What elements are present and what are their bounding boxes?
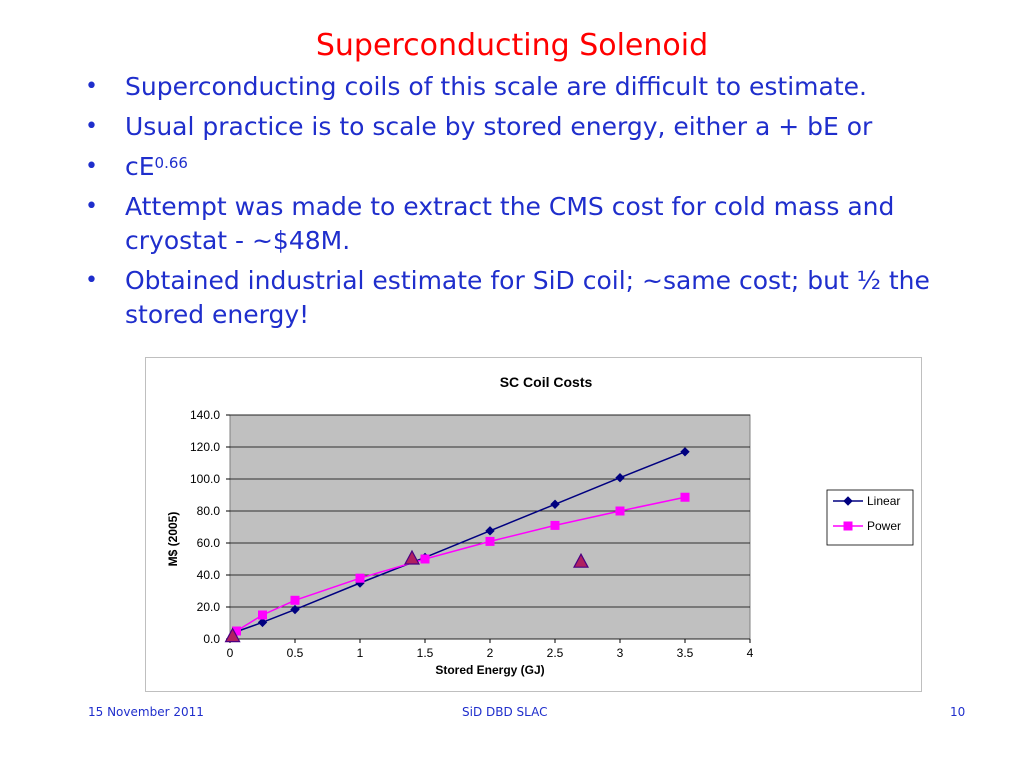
bullet-marker: • (85, 74, 98, 99)
x-tick-label: 3.5 (677, 646, 694, 660)
chart-container: 0.0 20.0 40.0 60.0 80.0 100.0 120.0 140.0 0 0.5 1 1… (145, 357, 922, 692)
data-point-power (290, 595, 300, 605)
bullet-text: Attempt was made to extract the CMS cost… (125, 192, 895, 255)
bullet-list: • Superconducting coils of this scale are… (85, 70, 965, 338)
legend-label: Power (867, 519, 901, 533)
y-tick-label: 100.0 (190, 472, 220, 486)
bullet-marker: • (85, 194, 98, 219)
bullet-marker: • (85, 268, 98, 293)
y-tick-label: 0.0 (203, 632, 220, 646)
y-tick-label: 120.0 (190, 440, 220, 454)
data-point-power (485, 536, 495, 546)
footer-date: 15 November 2011 (88, 705, 204, 719)
data-point-power (258, 610, 267, 620)
data-point-marker (224, 627, 241, 643)
bullet-item: • Obtained industrial estimate for SiD co… (85, 264, 965, 332)
x-tick-label: 0.5 (287, 646, 304, 660)
footer-page-number: 10 (950, 705, 966, 719)
data-point-marker (403, 549, 421, 565)
y-tick-label: 80.0 (197, 504, 221, 518)
y-tick-label: 140.0 (190, 408, 220, 422)
bullet-marker: • (85, 114, 98, 139)
x-axis-label: Stored Energy (GJ) (435, 663, 544, 677)
data-point-linear (290, 604, 300, 615)
bullet-superscript: 0.66 (154, 154, 188, 172)
x-tick-label: 1 (357, 646, 364, 660)
bullet-item: • Attempt was made to extract the CMS cos… (85, 190, 965, 258)
bullet-text: Superconducting coils of this scale are … (125, 72, 867, 101)
bullet-item: • Superconducting coils of this scale are… (85, 70, 965, 104)
bullet-text: cE (125, 152, 155, 181)
data-point-linear (485, 526, 495, 536)
chart-title: SC Coil Costs (500, 374, 593, 390)
x-tick-label: 3 (617, 646, 624, 660)
data-point-marker (572, 552, 590, 568)
bullet-marker: • (85, 154, 98, 179)
bullet-text: Obtained industrial estimate for SiD coi… (125, 266, 930, 329)
legend-marker (843, 496, 853, 506)
data-point-power (420, 554, 430, 564)
legend-label: Linear (867, 494, 900, 508)
footer-center: SiD DBD SLAC (462, 705, 548, 719)
x-tick-label: 2 (487, 646, 494, 660)
bullet-text: Usual practice is to scale by stored ene… (125, 112, 873, 141)
bullet-item: • cE0.66 (85, 150, 965, 184)
y-tick-label: 20.0 (197, 600, 221, 614)
sc-coil-costs-chart: 0.0 20.0 40.0 60.0 80.0 100.0 120.0 140.0 0 0.5 1 1… (166, 374, 914, 677)
y-tick-label: 40.0 (197, 568, 221, 582)
y-tick-label: 60.0 (197, 536, 221, 550)
x-tick-label: 1.5 (417, 646, 434, 660)
x-tick-label: 2.5 (547, 646, 564, 660)
x-tick-label: 4 (747, 646, 754, 660)
data-point-power (355, 573, 365, 583)
data-point-power (550, 520, 560, 530)
data-point-linear (257, 617, 268, 628)
data-point-power (680, 492, 690, 502)
data-point-linear (550, 499, 560, 509)
data-point-linear (680, 447, 690, 457)
legend-box (826, 489, 914, 546)
x-tick-label: 0 (227, 646, 234, 660)
legend-marker (843, 521, 853, 531)
data-point-power (615, 506, 625, 516)
y-axis-label: M$ (2005) (166, 512, 180, 567)
data-point-linear (615, 473, 625, 483)
bullet-item: • Usual practice is to scale by stored en… (85, 110, 965, 144)
slide-title: Superconducting Solenoid (315, 28, 709, 63)
